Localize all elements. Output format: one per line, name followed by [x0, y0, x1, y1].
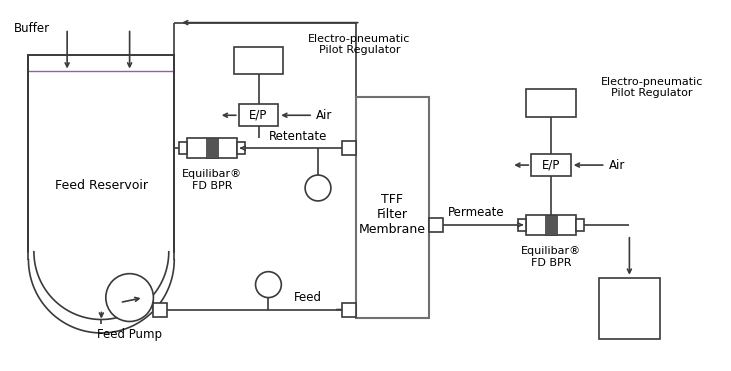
Bar — [576, 219, 584, 231]
Text: E/P: E/P — [249, 109, 268, 122]
Bar — [526, 215, 576, 235]
Text: Feed: Feed — [294, 291, 322, 304]
Text: E/P: E/P — [542, 158, 560, 171]
Bar — [342, 141, 356, 155]
Bar — [526, 89, 576, 117]
Bar — [599, 278, 660, 339]
Circle shape — [305, 175, 331, 201]
Bar — [237, 142, 245, 154]
Text: Air: Air — [316, 109, 333, 122]
Bar — [518, 219, 526, 231]
Bar — [179, 142, 187, 154]
Text: Retentate: Retentate — [269, 130, 327, 143]
Text: Equilibar®
FD BPR: Equilibar® FD BPR — [182, 169, 242, 191]
Bar — [429, 218, 443, 232]
Bar — [545, 215, 557, 235]
Circle shape — [256, 272, 281, 298]
Bar — [342, 303, 356, 316]
Circle shape — [106, 274, 154, 322]
Bar — [356, 97, 429, 318]
Bar — [531, 154, 571, 176]
Text: Buffer: Buffer — [14, 22, 50, 35]
Text: Equilibar®
FD BPR: Equilibar® FD BPR — [521, 246, 581, 267]
Text: Air: Air — [609, 158, 625, 171]
Bar — [239, 104, 279, 126]
Text: PT: PT — [311, 183, 325, 193]
Bar — [154, 303, 167, 316]
Bar — [187, 138, 237, 158]
Bar — [234, 46, 284, 75]
Text: Feed Reservoir: Feed Reservoir — [55, 178, 148, 191]
Text: PT: PT — [262, 280, 275, 290]
Text: Electro-pneumatic
Pilot Regulator: Electro-pneumatic Pilot Regulator — [601, 76, 703, 98]
Text: TFF
Filter
Membrane: TFF Filter Membrane — [359, 193, 426, 236]
Text: Feed Pump: Feed Pump — [97, 328, 162, 341]
Bar — [206, 138, 218, 158]
Text: Electro-pneumatic
Pilot Regulator: Electro-pneumatic Pilot Regulator — [308, 34, 411, 55]
Text: Permeate: Permeate — [448, 206, 505, 219]
